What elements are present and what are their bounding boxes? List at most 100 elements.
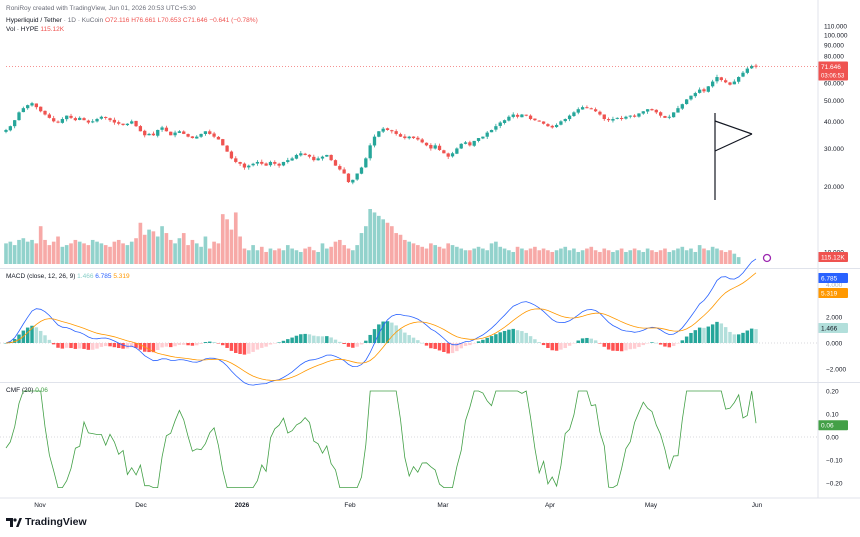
pane-divider-cmf[interactable] <box>0 382 860 383</box>
candle-body <box>385 128 390 130</box>
volume-bar <box>268 248 273 264</box>
macd-histogram-bar <box>342 343 346 345</box>
macd-histogram-bar <box>697 327 702 343</box>
macd-histogram-bar <box>745 330 750 343</box>
macd-histogram-bar <box>121 343 125 349</box>
macd-histogram-bar <box>749 328 754 343</box>
volume-label[interactable]: Vol · HYPE <box>6 26 39 33</box>
volume-bar <box>90 239 95 264</box>
macd-histogram-bar <box>286 339 290 343</box>
price-tick-label: 90.000 <box>824 42 844 49</box>
candle-body <box>26 105 30 109</box>
macd-histogram-bar <box>364 340 368 343</box>
volume-bar <box>77 241 82 264</box>
volume-bar <box>82 243 86 264</box>
candle-body <box>21 108 25 113</box>
candle-body <box>719 77 723 81</box>
volume-bar <box>95 241 99 264</box>
candle-body <box>242 163 247 168</box>
macd-histogram-bar <box>30 325 34 343</box>
volume-bar <box>30 239 34 264</box>
candle-body <box>702 89 706 92</box>
candle-body <box>442 150 446 154</box>
macd-histogram-bar <box>416 340 420 343</box>
volume-bar <box>420 246 425 264</box>
macd-histogram-bar <box>619 343 624 352</box>
tradingview-logo[interactable]: TradingView <box>6 516 87 528</box>
volume-bar <box>372 212 377 264</box>
symbol-name[interactable]: Hyperliquid / Tether <box>6 17 62 24</box>
macd-histogram-bar <box>307 334 312 343</box>
candle-body <box>4 129 8 132</box>
time-tick-label: 2026 <box>235 502 250 509</box>
macd-histogram-bar <box>216 343 221 344</box>
candle-body <box>481 136 485 139</box>
candle-body <box>619 117 624 120</box>
macd-histogram-bar <box>598 343 602 344</box>
volume-bar <box>364 226 368 264</box>
cmf-label[interactable]: CMF (20) <box>6 387 34 394</box>
macd-histogram-bar <box>628 343 633 350</box>
volume-bar <box>472 248 477 264</box>
macd-histogram-bar <box>38 330 43 343</box>
volume-bar <box>593 250 598 264</box>
candle-body <box>160 127 164 130</box>
macd-histogram-bar <box>550 343 554 351</box>
volume-bar <box>637 250 641 264</box>
volume-bar <box>385 222 390 264</box>
candle-body <box>706 86 710 92</box>
volume-bar <box>56 236 60 264</box>
macd-histogram-bar <box>398 329 403 343</box>
volume-bar <box>233 212 238 264</box>
volume-bar <box>199 246 203 264</box>
macd-histogram-bar <box>160 343 164 348</box>
volume-bar <box>251 245 255 264</box>
macd-label[interactable]: MACD (close, 12, 26, 9) <box>6 273 76 280</box>
macd-histogram-bar <box>450 343 455 354</box>
volume-bar <box>64 245 69 264</box>
macd-histogram-bar <box>90 343 95 350</box>
macd-histogram-bar <box>494 334 498 343</box>
volume-bar <box>285 245 290 264</box>
candle-body <box>186 134 190 137</box>
pane-divider-macd[interactable] <box>0 268 860 269</box>
candle-body <box>602 114 606 120</box>
candle-body <box>394 131 398 134</box>
macd-histogram-bar <box>195 343 199 346</box>
candle-body <box>650 109 654 111</box>
alert-icon <box>762 253 772 263</box>
macd-histogram-bar <box>147 343 151 353</box>
exchange-label: KuCoin <box>81 17 104 24</box>
volume-bar <box>459 248 464 264</box>
candle-body <box>238 162 242 164</box>
volume-bar <box>528 248 533 264</box>
interval-label[interactable]: 1D <box>67 17 76 24</box>
volume-tag-bg <box>818 252 848 262</box>
candle-body <box>615 117 619 119</box>
macd-hist-tag: 1.466 <box>821 326 838 333</box>
candle-body <box>381 128 385 132</box>
volume-bar <box>168 239 173 264</box>
volume-bar <box>671 250 676 264</box>
volume-bar <box>142 234 147 264</box>
candle-body <box>533 118 537 121</box>
candle-body <box>489 129 494 133</box>
candle-body <box>741 72 745 77</box>
macd-histogram-bar <box>56 343 60 348</box>
volume-bar <box>307 246 312 264</box>
volume-bar <box>411 243 416 264</box>
macd-histogram-bar <box>225 343 229 348</box>
candle-body <box>286 160 290 162</box>
macd-line <box>5 258 757 386</box>
candle-body <box>390 130 394 132</box>
author-line: RoniRoy created with TradingView, Jun 01… <box>6 5 196 12</box>
candle-body <box>125 123 130 126</box>
candle-body <box>689 95 693 100</box>
volume-bar <box>446 243 451 264</box>
macd-histogram-bar <box>420 342 424 344</box>
volume-bar <box>12 245 17 264</box>
macd-line-value: 6.785 <box>95 273 112 280</box>
candle-body <box>138 126 143 132</box>
macd-histogram-bar <box>203 342 208 343</box>
